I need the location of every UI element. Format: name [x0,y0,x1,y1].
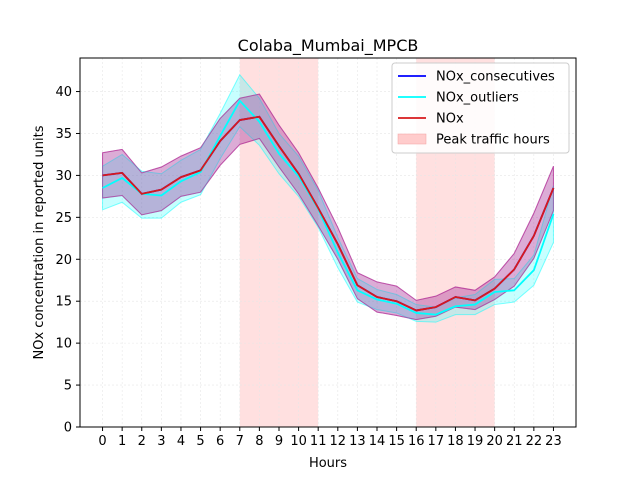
x-tick-label: 10 [290,434,307,449]
legend-label: NOx_consecutives [436,70,555,85]
x-tick-label: 13 [349,434,366,449]
y-tick-label: 10 [55,337,72,352]
x-tick-label: 12 [330,434,347,449]
band-1 [102,73,554,323]
x-tick-label: 2 [138,434,146,449]
chart-title: Colaba_Mumbai_MPCB [238,36,419,56]
x-tick-label: 6 [216,434,224,449]
y-tick-label: 15 [55,295,72,310]
y-tick-label: 25 [55,211,72,226]
x-tick-label: 0 [98,434,106,449]
x-tick-label: 19 [467,434,484,449]
legend-label: Peak traffic hours [436,133,550,148]
y-tick-label: 5 [64,379,72,394]
band-2 [102,93,554,321]
y-tick-label: 40 [55,85,72,100]
x-tick-label: 7 [236,434,244,449]
y-tick-label: 0 [64,421,72,436]
x-tick-label: 22 [526,434,543,449]
legend-label: NOx [436,112,464,127]
x-tick-label: 3 [157,434,165,449]
x-tick-label: 20 [486,434,503,449]
series-lines [102,99,555,316]
series-line-1 [102,99,555,316]
x-tick-label: 8 [255,434,263,449]
legend-box [391,62,570,154]
legend: NOx_consecutives NOx_outliers NOx Peak traf… [391,62,570,154]
x-tick-label: 11 [310,434,327,449]
x-axis-label: Hours [309,456,347,471]
axes-frame [79,57,577,428]
y-axis-label: NOx concentration in reported units [32,125,47,359]
x-tick-label: 16 [408,434,425,449]
x-tick-label: 5 [196,434,204,449]
y-tick-label: 30 [55,169,72,184]
x-tick-label: 17 [428,434,445,449]
x-tick-label: 21 [506,434,523,449]
x-tick-label: 18 [447,434,464,449]
x-tick-label: 14 [369,434,386,449]
y-axis-ticks: 0 5 10 15 20 25 30 35 40 [55,85,80,436]
x-tick-label: 4 [177,434,185,449]
y-tick-label: 20 [55,253,72,268]
legend-swatch [397,133,427,145]
x-tick-label: 15 [388,434,405,449]
x-axis-ticks: 0 1 2 3 4 5 6 7 8 9 10 11 12 13 14 15 16 17 18 19 20 21 22 23 [98,427,562,449]
legend-label: NOx_outliers [436,91,519,106]
x-tick-label: 1 [118,434,126,449]
y-tick-label: 35 [55,127,72,142]
x-tick-label: 23 [545,434,562,449]
confidence-bands [102,73,554,323]
series-line-2 [102,115,555,312]
x-tick-label: 9 [275,434,283,449]
